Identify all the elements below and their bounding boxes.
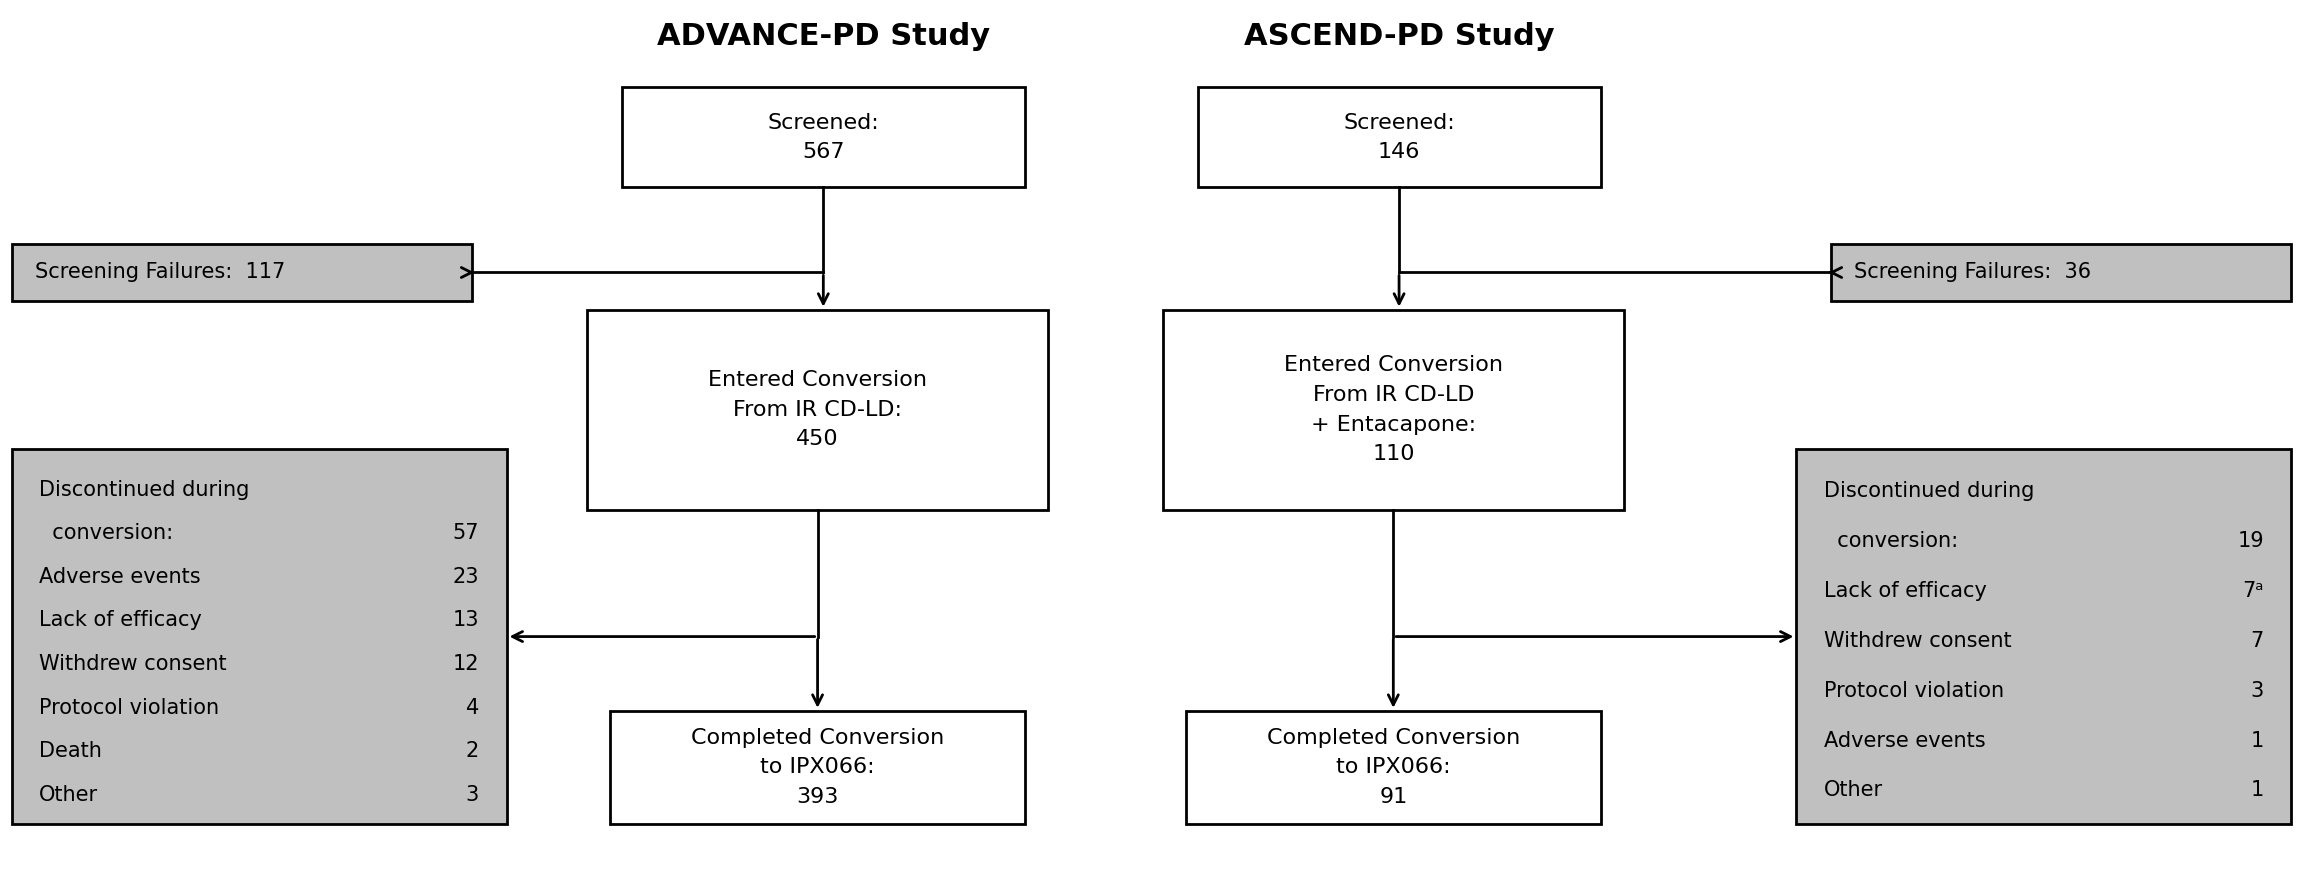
Text: ASCEND-PD Study: ASCEND-PD Study [1244,22,1555,51]
Bar [1163,310,1624,510]
Text: Screened:
146: Screened: 146 [1343,112,1455,162]
Text: Death: Death [39,741,101,761]
Text: Other: Other [39,785,99,805]
Text: ADVANCE-PD Study: ADVANCE-PD Study [656,22,990,51]
Bar [1186,711,1601,824]
Text: Discontinued during: Discontinued during [39,480,249,500]
Text: 23: 23 [451,567,479,587]
Bar [610,711,1025,824]
Text: 3: 3 [465,785,479,805]
Text: Screened:
567: Screened: 567 [767,112,880,162]
Text: 3: 3 [2250,681,2264,701]
Text: 12: 12 [451,654,479,674]
Text: Discontinued during: Discontinued during [1824,481,2034,501]
Text: Lack of efficacy: Lack of efficacy [39,610,203,630]
Text: 2: 2 [465,741,479,761]
Text: Screening Failures:  117: Screening Failures: 117 [35,262,286,283]
Text: 7: 7 [2250,631,2264,651]
Text: Entered Conversion
From IR CD-LD:
450: Entered Conversion From IR CD-LD: 450 [707,371,928,449]
Bar [12,244,472,301]
Bar [12,449,507,824]
Text: Protocol violation: Protocol violation [39,698,219,718]
Text: 4: 4 [465,698,479,718]
Bar [1796,449,2291,824]
Text: Adverse events: Adverse events [1824,731,1985,751]
Bar [1831,244,2291,301]
Text: 57: 57 [451,523,479,543]
Bar [622,87,1025,187]
Text: Screening Failures:  36: Screening Failures: 36 [1854,262,2091,283]
Text: Lack of efficacy: Lack of efficacy [1824,581,1987,601]
Text: conversion:: conversion: [1824,531,1958,551]
Text: Completed Conversion
to IPX066:
91: Completed Conversion to IPX066: 91 [1267,728,1520,807]
Bar [1198,87,1601,187]
Text: 19: 19 [2236,531,2264,551]
Text: Adverse events: Adverse events [39,567,200,587]
Text: 13: 13 [451,610,479,630]
Text: conversion:: conversion: [39,523,173,543]
Text: Protocol violation: Protocol violation [1824,681,2004,701]
Text: Completed Conversion
to IPX066:
393: Completed Conversion to IPX066: 393 [691,728,944,807]
Text: Withdrew consent: Withdrew consent [1824,631,2011,651]
Text: Entered Conversion
From IR CD-LD
+ Entacapone:
110: Entered Conversion From IR CD-LD + Entac… [1283,356,1504,464]
Bar [587,310,1048,510]
Text: 1: 1 [2250,731,2264,751]
Text: 1: 1 [2250,780,2264,800]
Text: Other: Other [1824,780,1884,800]
Text: Withdrew consent: Withdrew consent [39,654,226,674]
Text: 7ᵃ: 7ᵃ [2243,581,2264,601]
